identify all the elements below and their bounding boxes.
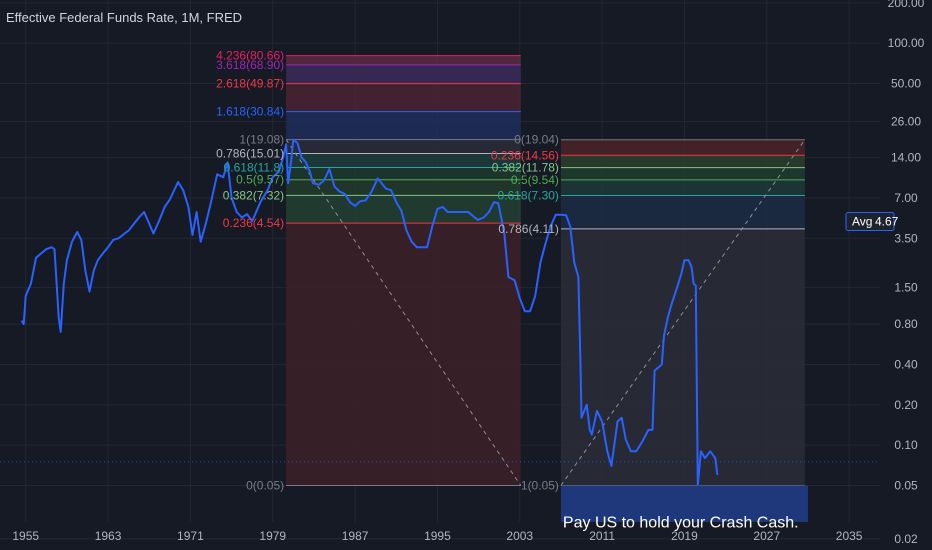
- trend-line-right: [560, 139, 806, 486]
- fib-labels: 4.236(80.66)3.618(68.90) 2.618(49.87) 1.61…: [216, 49, 559, 493]
- avg-badge: [845, 211, 895, 231]
- fib-zone-left: [286, 111, 521, 140]
- fib-zone-left: [286, 55, 521, 65]
- fib-level-label-right: 1(0.05): [521, 478, 559, 492]
- y-tick-label: 7.00: [894, 191, 918, 205]
- fib-zone-right: [560, 228, 805, 486]
- x-tick-label: 1979: [259, 529, 286, 543]
- trend-line-left: [285, 139, 522, 486]
- fib-level-label-right: 0.236(14.56): [491, 148, 559, 162]
- y-tick-label: 50.00: [891, 77, 921, 91]
- y-tick-label: 1.50: [894, 281, 918, 295]
- axes: 1955 1963 1971 1979 1987 1995 2003 2011 2019 2027…: [12, 0, 924, 546]
- series-group: [20, 138, 719, 487]
- y-tick-label: 3.50: [894, 231, 918, 245]
- x-tick-label: 2027: [753, 529, 780, 543]
- annotation-group: Pay US to hold your Crash Cash.: [560, 485, 808, 531]
- fib-level-label-left: 0(0.05): [246, 478, 284, 492]
- y-tick-label: 0.40: [894, 357, 918, 371]
- y-tick-label: 26.00: [891, 115, 921, 129]
- fib-zone-left: [286, 179, 521, 196]
- x-tick-label: 1987: [342, 529, 369, 543]
- fib-zone-left: [286, 139, 521, 154]
- x-tick-label: 2019: [671, 529, 698, 543]
- fib-zones: [286, 55, 805, 486]
- x-tick-label: 1995: [424, 529, 451, 543]
- fib-level-label-right: 0.618(7.30): [498, 188, 559, 202]
- fib-zone-right: [560, 155, 805, 168]
- fib-level-label-left: 1.618(30.84): [216, 105, 284, 119]
- fib-zone-left: [286, 167, 521, 180]
- x-tick-label: 2011: [589, 529, 615, 543]
- fib-zone-right: [560, 139, 805, 156]
- fib-zone-left: [286, 83, 521, 112]
- avg-value: 4.67: [875, 214, 899, 228]
- series-line: [20, 138, 719, 487]
- annotation-box: [560, 485, 808, 522]
- fib-zone-right: [560, 195, 805, 229]
- fib-level-label-left: 3.618(68.90): [216, 58, 284, 72]
- x-tick-label: 1971: [177, 529, 204, 543]
- fib-zone-left: [286, 223, 521, 486]
- fib-level-label-left: 0.618(11.8): [224, 161, 285, 175]
- annotation-text: Pay US to hold your Crash Cash.: [563, 514, 799, 531]
- average-line-group: Avg 4.67: [845, 211, 899, 231]
- fib-level-label-right: 0(19.04): [514, 133, 559, 147]
- y-tick-label: 200.00: [888, 0, 925, 10]
- fib-level-label-left: 0.236(4.54): [223, 216, 284, 230]
- fib-level-label-right: 0.786(4.11): [498, 222, 559, 236]
- fib-zone-right: [560, 179, 805, 196]
- fib-level-label-left: 0.5(9.57): [236, 173, 284, 187]
- fib-zone-right: [560, 167, 805, 180]
- fib-level-label-left: 0.786(15.01): [216, 147, 284, 161]
- fib-level-label-right: 0.382(11.78): [492, 161, 559, 175]
- fib-level-label-left: 0.382(7.32): [223, 188, 284, 202]
- trend-lines: [0, 139, 880, 486]
- fib-level-label-left: 2.618(49.87): [216, 77, 284, 91]
- fib-level-label-right: 0.5(9.54): [511, 173, 559, 187]
- y-tick-label: 0.20: [894, 398, 918, 412]
- y-tick-label: 0.80: [894, 317, 918, 331]
- x-tick-label: 2035: [836, 529, 863, 543]
- x-tick-label: 2003: [506, 529, 533, 543]
- y-tick-label: 100.00: [888, 36, 925, 50]
- fib-zone-left: [286, 64, 521, 84]
- fib-level-label-left: 4.236(80.66): [216, 49, 284, 63]
- x-tick-label: 1955: [12, 529, 39, 543]
- fib-level-label-left: 1(19.08): [239, 133, 284, 147]
- avg-label: Avg: [852, 214, 872, 228]
- y-tick-label: 14.00: [891, 151, 921, 165]
- x-tick-label: 1963: [95, 529, 122, 543]
- chart-title: Effective Federal Funds Rate, 1M, FRED: [6, 10, 242, 25]
- y-tick-label: 0.05: [894, 478, 918, 492]
- y-tick-label: 0.10: [894, 438, 918, 452]
- y-tick-label: 0.02: [894, 532, 918, 546]
- fib-zone-left: [286, 153, 521, 168]
